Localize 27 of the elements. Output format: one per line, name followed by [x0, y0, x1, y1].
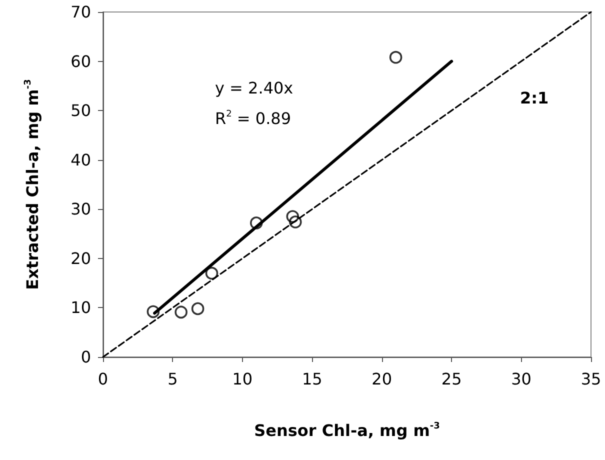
point [250, 216, 263, 230]
annotation: 2:1 [520, 88, 549, 108]
x-tick-label: 25 [441, 370, 462, 388]
point [286, 210, 300, 223]
x-tick-label: 10 [232, 370, 253, 388]
y-tick-label: 20 [70, 248, 91, 268]
point [146, 305, 160, 318]
y-tick-label: 30 [70, 200, 91, 219]
y-axis-title: Extracted Chl-a, mg m-3 [23, 79, 42, 290]
x-tick-label: 30 [511, 370, 532, 388]
x-tick-label: 0 [98, 370, 108, 388]
y-tick-label: 40 [70, 150, 91, 170]
annotation: y = 2.40x [215, 78, 294, 98]
point [174, 306, 188, 319]
y-tick-label: 50 [70, 101, 91, 120]
y-tick-label: 70 [70, 2, 91, 22]
y-tick-label: 60 [70, 52, 91, 71]
point [205, 266, 218, 280]
point [191, 302, 204, 316]
x-tick-label: 20 [372, 370, 392, 388]
x-tick-label: 35 [580, 370, 602, 388]
point [389, 50, 402, 64]
y-tick-label: 0 [80, 348, 91, 366]
y-tick-label: 10 [70, 298, 91, 318]
x-tick-label: 5 [168, 370, 178, 388]
x-tick-label: 15 [302, 370, 322, 388]
point [289, 216, 302, 228]
